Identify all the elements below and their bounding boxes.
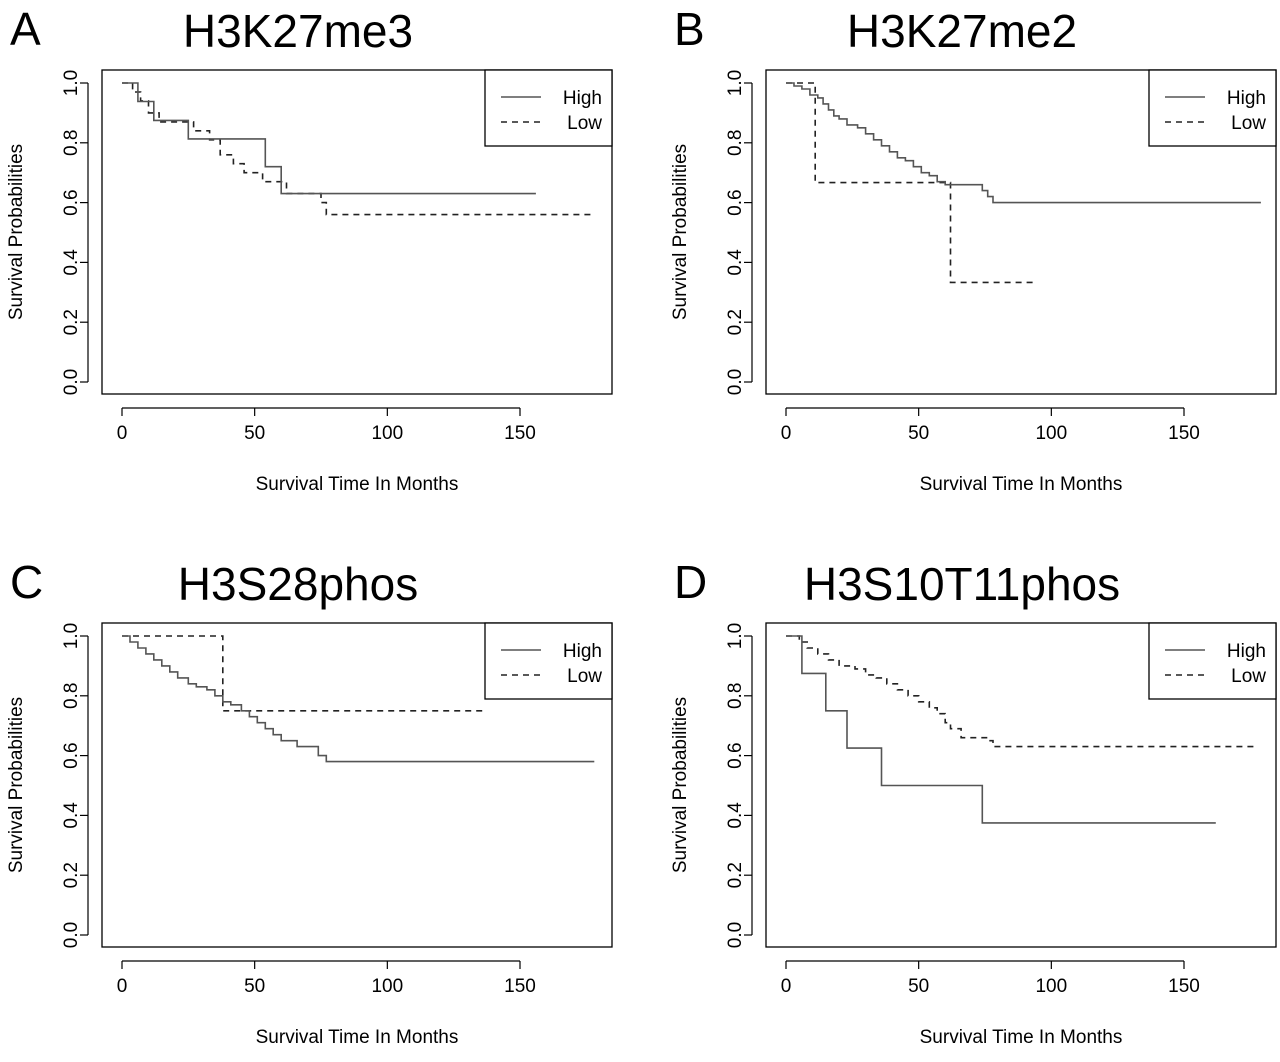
- panel-letter: D: [674, 556, 707, 608]
- x-tick-label: 100: [371, 423, 403, 444]
- legend-label-high: High: [563, 641, 602, 662]
- x-tick-label: 150: [1168, 423, 1200, 444]
- series-low-curve: [122, 635, 483, 712]
- x-tick-label: 0: [117, 423, 128, 444]
- y-tick-label: 0.8: [61, 130, 82, 156]
- y-tick-label: 1.0: [61, 70, 82, 96]
- y-tick-label: 1.0: [725, 70, 746, 96]
- y-tick-label: 0.0: [725, 922, 746, 948]
- x-axis-label: Survival Time In Months: [920, 474, 1123, 495]
- legend-box: [1148, 622, 1277, 700]
- panel-letter: B: [674, 3, 705, 55]
- y-tick-label: 1.0: [61, 623, 82, 649]
- y-tick-label: 0.2: [61, 862, 82, 888]
- legend-box: [484, 69, 613, 147]
- y-tick-label: 0.4: [61, 249, 82, 276]
- chart-panel-2: C H3S28phos 0 50 100 150 0.0 0.2 0.4 0.6 0.8 1.0 Sur…: [6, 556, 613, 1048]
- x-tick-label: 150: [504, 423, 536, 444]
- chart-panel-0: A H3K27me3 0 50 100 150 0.0 0.2 0.4 0.6 0.8 1.0 Surv…: [6, 3, 613, 495]
- series-low-curve: [786, 635, 1259, 748]
- chart-panel-3: D H3S10T11phos 0 50 100 150 0.0 0.2 0.4 0.6 0.8 1.0…: [670, 556, 1277, 1048]
- legend-label-high: High: [1227, 88, 1266, 109]
- series-high-curve: [786, 82, 1261, 204]
- y-axis-label: Survival Probabilities: [6, 697, 27, 873]
- x-axis-label: Survival Time In Months: [256, 474, 459, 495]
- y-tick-label: 0.8: [61, 683, 82, 709]
- y-axis-label: Survival Probabilities: [6, 144, 27, 320]
- legend-label-low: Low: [567, 113, 602, 134]
- x-tick-label: 0: [781, 976, 792, 997]
- panel-letter: A: [10, 3, 41, 55]
- legend-label-high: High: [1227, 641, 1266, 662]
- y-tick-label: 0.2: [725, 309, 746, 335]
- series-high-curve: [122, 82, 536, 195]
- x-tick-label: 50: [908, 976, 929, 997]
- series-low-curve: [786, 82, 1036, 284]
- y-tick-label: 0.2: [61, 309, 82, 335]
- chart-title: H3K27me2: [847, 5, 1077, 57]
- x-tick-label: 50: [908, 423, 929, 444]
- y-tick-label: 0.8: [725, 683, 746, 709]
- x-tick-label: 100: [1035, 423, 1067, 444]
- y-tick-label: 0.4: [725, 249, 746, 276]
- y-tick-label: 0.6: [61, 189, 82, 215]
- legend-label-low: Low: [567, 666, 602, 687]
- x-tick-label: 100: [1035, 976, 1067, 997]
- y-tick-label: 0.6: [61, 742, 82, 768]
- y-tick-label: 0.4: [725, 802, 746, 829]
- y-tick-label: 0.0: [61, 922, 82, 948]
- series-high-curve: [786, 635, 1216, 824]
- legend-label-low: Low: [1231, 666, 1266, 687]
- plot-frame: [101, 69, 613, 395]
- y-axis-label: Survival Probabilities: [670, 697, 691, 873]
- y-axis-label: Survival Probabilities: [670, 144, 691, 320]
- x-tick-label: 50: [244, 423, 265, 444]
- x-tick-label: 150: [504, 976, 536, 997]
- x-tick-label: 150: [1168, 976, 1200, 997]
- x-tick-label: 50: [244, 976, 265, 997]
- y-tick-label: 0.0: [61, 369, 82, 395]
- legend-box: [484, 622, 613, 700]
- chart-title: H3K27me3: [183, 5, 413, 57]
- x-axis-label: Survival Time In Months: [920, 1027, 1123, 1048]
- x-axis-label: Survival Time In Months: [256, 1027, 459, 1048]
- y-tick-label: 0.2: [725, 862, 746, 888]
- x-tick-label: 0: [781, 423, 792, 444]
- chart-title: H3S28phos: [178, 558, 418, 610]
- y-tick-label: 1.0: [725, 623, 746, 649]
- x-tick-label: 100: [371, 976, 403, 997]
- legend-label-high: High: [563, 88, 602, 109]
- legend-label-low: Low: [1231, 113, 1266, 134]
- y-tick-label: 0.8: [725, 130, 746, 156]
- plot-frame: [765, 622, 1277, 948]
- plot-frame: [765, 69, 1277, 395]
- y-tick-label: 0.6: [725, 742, 746, 768]
- chart-panel-1: B H3K27me2 0 50 100 150 0.0 0.2 0.4 0.6 0.8 1.0 Surv…: [670, 3, 1277, 495]
- y-tick-label: 0.0: [725, 369, 746, 395]
- series-high-curve: [122, 635, 595, 763]
- chart-title: H3S10T11phos: [804, 558, 1120, 610]
- panel-letter: C: [10, 556, 43, 608]
- y-tick-label: 0.4: [61, 802, 82, 829]
- legend-box: [1148, 69, 1277, 147]
- plot-frame: [101, 622, 613, 948]
- y-tick-label: 0.6: [725, 189, 746, 215]
- x-tick-label: 0: [117, 976, 128, 997]
